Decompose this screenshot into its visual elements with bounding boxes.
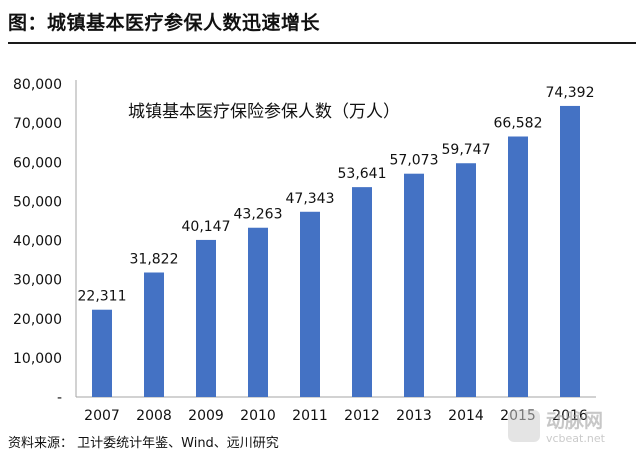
x-tick-label: 2007 — [84, 408, 120, 424]
y-tick-label: 70,000 — [13, 116, 62, 132]
bar-value-label: 22,311 — [78, 289, 127, 305]
y-tick-label: 20,000 — [13, 312, 62, 328]
x-axis-labels: 2007200820092010201120122013201420152016 — [84, 408, 588, 424]
bar-value-label: 59,747 — [442, 142, 491, 158]
x-tick-label: 2010 — [240, 408, 276, 424]
series-label: 城镇基本医疗保险参保人数（万人） — [128, 102, 400, 122]
bar-value-label: 40,147 — [182, 219, 231, 235]
watermark-url: vcbeat.net — [546, 432, 605, 445]
figure-title: 图：城镇基本医疗参保人数迅速增长 — [8, 12, 321, 34]
title-divider — [8, 42, 636, 44]
bar — [300, 211, 320, 397]
bars — [92, 105, 580, 398]
x-tick-label: 2008 — [136, 408, 172, 424]
watermark-logo-icon — [508, 410, 540, 442]
x-tick-label: 2009 — [188, 408, 224, 424]
x-tick-label: 2012 — [344, 408, 380, 424]
bar-value-label: 53,641 — [338, 166, 387, 182]
bar — [404, 173, 424, 397]
x-tick-label: 2014 — [448, 408, 484, 424]
bar-value-label: 47,343 — [286, 191, 335, 207]
y-tick-label: 30,000 — [13, 273, 62, 289]
x-tick-label: 2011 — [292, 408, 328, 424]
bar-value-label: 43,263 — [234, 207, 283, 223]
bar — [92, 309, 112, 397]
y-tick-label: 80,000 — [13, 77, 62, 93]
bar-value-label: 74,392 — [546, 85, 595, 101]
watermark: 动脉网 vcbeat.net — [508, 404, 636, 450]
y-tick-label: 60,000 — [13, 155, 62, 171]
bar-value-label: 31,822 — [130, 251, 179, 267]
bar — [508, 136, 528, 397]
bar — [144, 272, 164, 397]
bar-value-label: 57,073 — [390, 153, 439, 169]
watermark-name: 动脉网 — [546, 410, 604, 432]
bar — [352, 187, 372, 397]
bar — [456, 163, 476, 397]
bar-value-label: 66,582 — [494, 115, 543, 131]
y-tick-label: 50,000 — [13, 194, 62, 210]
y-axis-labels: - 10,000 20,000 30,000 40,000 50,000 60,000 70,… — [13, 77, 62, 406]
x-tick-label: 2016 — [552, 408, 588, 424]
y-tick-label: 40,000 — [13, 234, 62, 250]
bar — [560, 105, 580, 398]
x-tick-label: 2013 — [396, 408, 432, 424]
value-labels: 22,311 31,82240,14743,26347,34353,64157,0… — [78, 85, 595, 305]
bar — [196, 239, 216, 397]
y-tick-label: - — [57, 390, 62, 406]
bar — [248, 227, 268, 397]
y-tick-label: 10,000 — [13, 351, 62, 367]
source-note: 资料来源： 卫计委统计年鉴、Wind、远川研究 — [8, 436, 279, 451]
